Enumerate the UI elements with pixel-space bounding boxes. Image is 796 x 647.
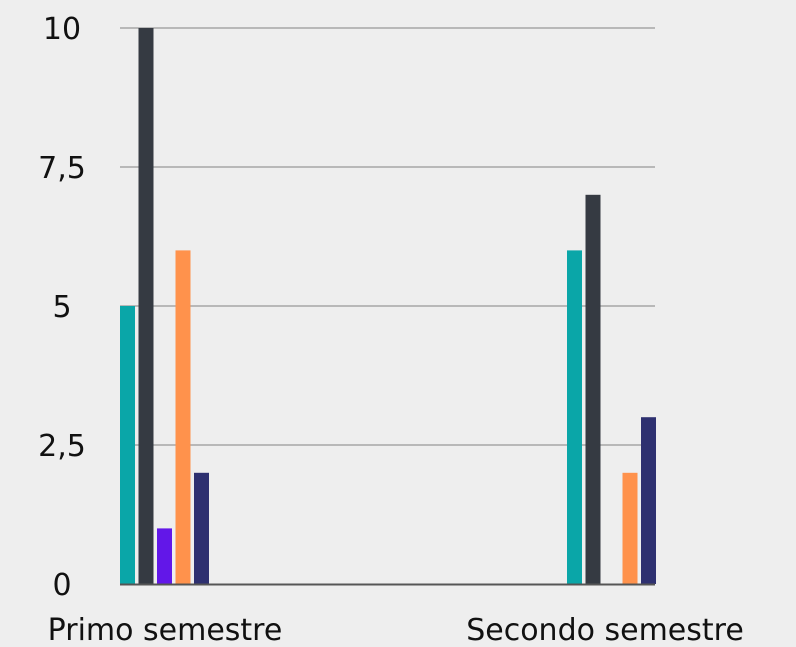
bar-2-2	[585, 194, 601, 585]
bar-2-4	[622, 472, 638, 584]
y-tick-label: 7,5	[38, 151, 86, 186]
y-tick-labels: 0 2,5 5 7,5 10	[38, 12, 86, 603]
bar-1-3	[157, 528, 172, 584]
bars	[120, 28, 656, 585]
grid-lines	[120, 27, 655, 446]
bar-2-1	[567, 250, 582, 584]
bar-1-4	[175, 250, 191, 584]
bar-1-1	[120, 306, 135, 584]
bar-1-5	[194, 472, 209, 584]
category-label: Primo semestre	[48, 613, 283, 647]
y-tick-label: 2,5	[38, 429, 86, 464]
category-labels: Primo semestre Secondo semestre	[48, 613, 744, 647]
y-tick-label: 5	[52, 290, 71, 325]
y-tick-label: 10	[43, 12, 81, 47]
bar-2-5	[641, 417, 656, 584]
y-tick-label: 0	[52, 568, 71, 603]
bar-1-2	[138, 28, 154, 584]
category-label: Secondo semestre	[466, 613, 744, 647]
